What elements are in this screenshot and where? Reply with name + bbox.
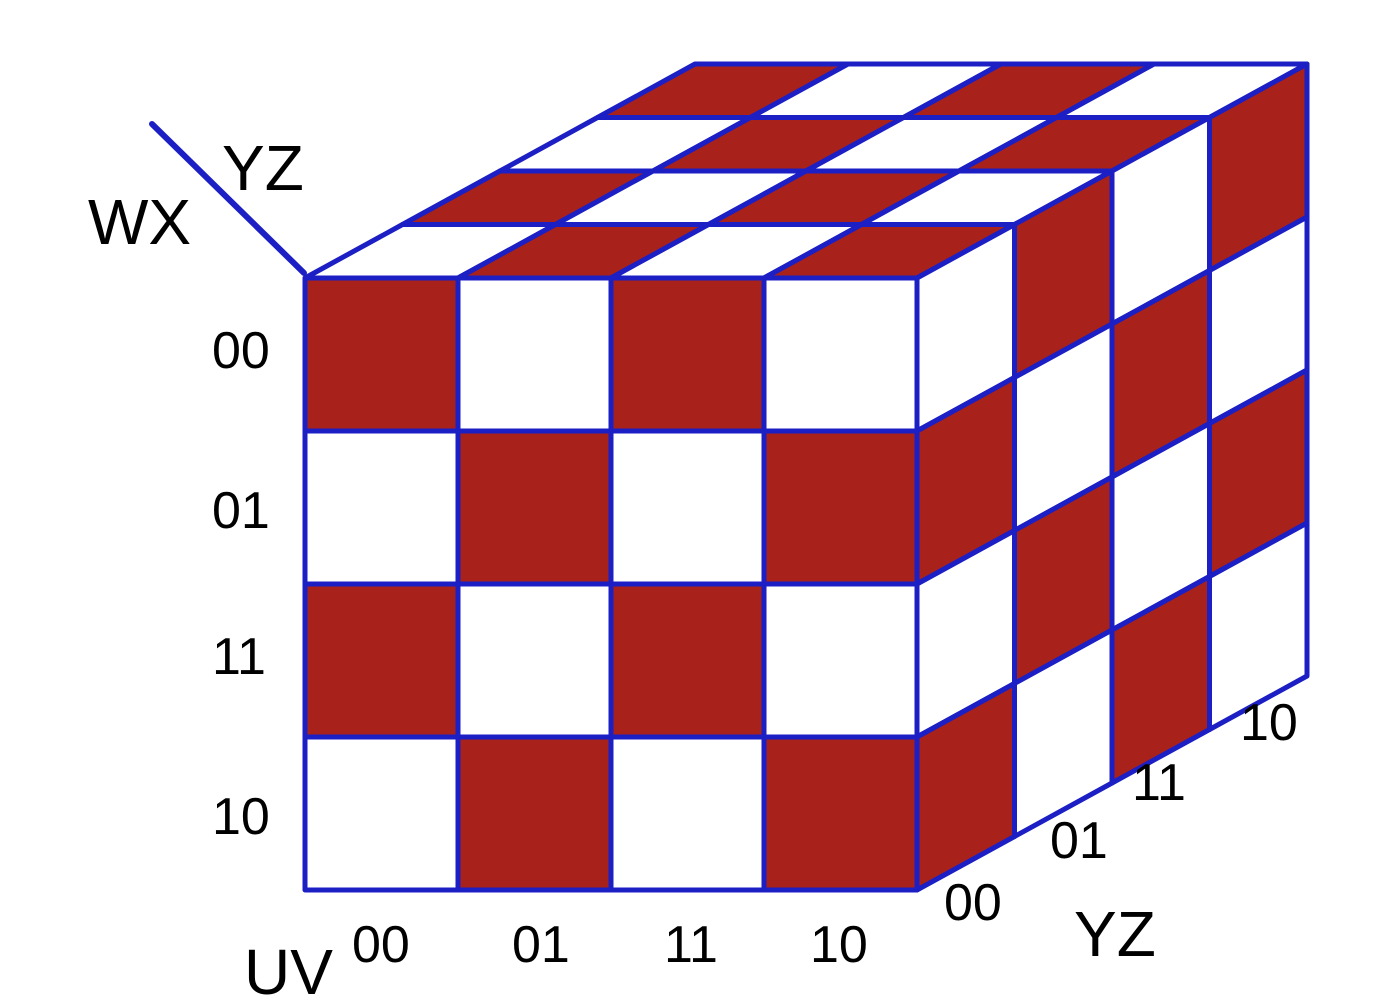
front-face-cell	[608, 581, 767, 740]
front-face-cell	[455, 581, 614, 740]
front-face-cell	[761, 581, 920, 740]
row-label: 11	[212, 628, 266, 686]
cube-faces	[302, 61, 1310, 893]
front-face-cell	[302, 581, 461, 740]
front-face-cell	[761, 428, 920, 587]
column-label: 10	[810, 916, 868, 974]
row-label: 01	[212, 482, 270, 540]
front-face-cell	[302, 428, 461, 587]
front-face-cell	[761, 275, 920, 434]
corner-axis-line	[149, 121, 307, 276]
uv-axis-label: UV	[244, 936, 333, 1002]
front-face-cell	[455, 734, 614, 893]
front-face-cell	[761, 734, 920, 893]
row-label: 10	[212, 788, 270, 846]
wx-axis-label: WX	[88, 186, 191, 258]
depth-label: 11	[1132, 754, 1186, 812]
column-label: 01	[512, 916, 570, 974]
front-face-cell	[302, 734, 461, 893]
front-face-cell	[455, 428, 614, 587]
front-face-cell	[608, 428, 767, 587]
depth-label: 00	[944, 874, 1002, 932]
yz-axis-label-top: YZ	[222, 132, 304, 204]
front-face-cell	[455, 275, 614, 434]
front-face-cell	[608, 734, 767, 893]
yz-axis-label-side: YZ	[1074, 898, 1156, 970]
depth-label: 01	[1050, 812, 1108, 870]
right-face-cell	[1207, 520, 1310, 732]
front-face-cell	[608, 275, 767, 434]
depth-label: 10	[1240, 694, 1298, 752]
front-face-cell	[302, 275, 461, 434]
column-label: 11	[664, 916, 718, 974]
column-label: 00	[352, 916, 410, 974]
row-label: 00	[212, 322, 270, 380]
